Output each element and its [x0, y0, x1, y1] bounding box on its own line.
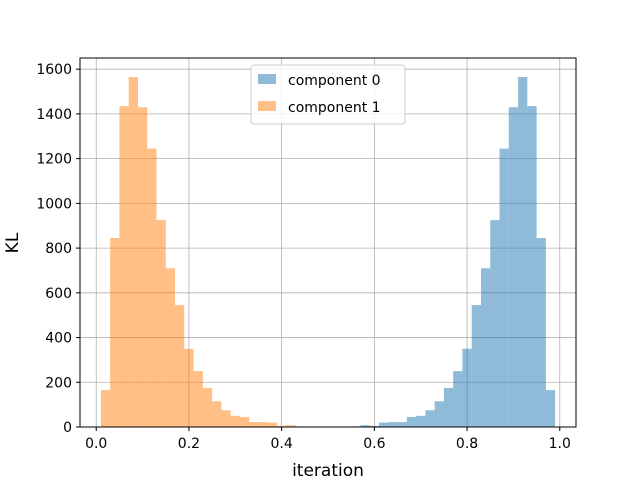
bar-component-0: [425, 410, 435, 427]
x-axis-ticks: 0.0 0.2 0.4 0.6 0.8 1.0: [85, 427, 571, 452]
bar-component-0: [462, 348, 472, 427]
y-tick-label: 600: [45, 286, 72, 302]
bar-component-0: [434, 401, 444, 427]
bar-component-1: [286, 425, 296, 427]
bar-component-1: [175, 305, 185, 427]
bar-component-1: [193, 371, 203, 427]
x-tick-label: 1.0: [549, 436, 571, 452]
bar-component-0: [360, 425, 370, 427]
legend: component 0 component 1: [250, 64, 406, 125]
y-tick-label: 1200: [36, 152, 72, 168]
bar-component-1: [221, 410, 231, 427]
bar-component-1: [100, 390, 111, 427]
bar-component-1: [202, 387, 213, 427]
y-tick-label: 400: [45, 331, 72, 347]
bar-component-0: [443, 387, 454, 427]
bar-component-1: [267, 422, 278, 427]
legend-swatch-component-1: [258, 101, 276, 111]
y-tick-label: 1600: [36, 62, 72, 78]
bar-component-1: [128, 77, 138, 427]
bar-component-0: [490, 220, 500, 427]
bar-component-1: [165, 268, 176, 427]
x-tick-label: 0.0: [85, 436, 107, 452]
legend-box: [250, 64, 406, 125]
y-tick-label: 200: [45, 375, 72, 391]
bar-component-1: [156, 220, 166, 427]
x-tick-label: 0.8: [456, 436, 478, 452]
bar-component-0: [471, 305, 481, 427]
y-axis-label: KL: [3, 232, 23, 253]
bar-component-0: [388, 422, 398, 427]
bar-component-1: [147, 148, 157, 427]
y-tick-label: 1400: [36, 107, 72, 123]
legend-swatch-component-0: [258, 74, 276, 84]
x-tick-label: 0.2: [178, 436, 200, 452]
bar-component-0: [416, 415, 426, 427]
bar-component-1: [258, 422, 268, 427]
y-axis-ticks: 0 200 400 600 800 1000 1200 1400 1600: [36, 62, 80, 436]
plot-frame: [79, 57, 577, 428]
bar-component-1: [110, 238, 120, 427]
bar-component-0: [545, 390, 556, 427]
bar-component-0: [378, 422, 389, 427]
bar-component-1: [277, 425, 287, 427]
bar-component-0: [499, 148, 509, 427]
bar-component-0: [406, 416, 417, 427]
legend-label-component-0: component 0: [288, 73, 381, 89]
bar-component-1: [239, 416, 250, 427]
y-tick-label: 800: [45, 241, 72, 257]
bar-component-1: [184, 348, 194, 427]
bar-component-0: [453, 371, 463, 427]
legend-label-component-1: component 1: [288, 100, 381, 116]
bar-component-0: [369, 425, 379, 427]
bar-component-1: [137, 107, 148, 427]
bars: [100, 77, 556, 427]
x-tick-label: 0.6: [363, 436, 385, 452]
bar-component-0: [536, 238, 546, 427]
bar-component-0: [527, 106, 537, 427]
bar-component-0: [397, 422, 407, 427]
bar-component-0: [480, 268, 491, 427]
bar-component-0: [518, 77, 528, 427]
y-tick-label: 0: [63, 420, 72, 436]
bar-component-1: [249, 422, 259, 427]
bar-component-1: [230, 415, 240, 427]
bar-component-1: [212, 401, 222, 427]
bar-component-0: [508, 107, 519, 427]
x-axis-label: iteration: [292, 461, 364, 480]
bar-component-1: [119, 106, 129, 427]
y-tick-label: 1000: [36, 196, 72, 212]
x-tick-label: 0.4: [271, 436, 293, 452]
